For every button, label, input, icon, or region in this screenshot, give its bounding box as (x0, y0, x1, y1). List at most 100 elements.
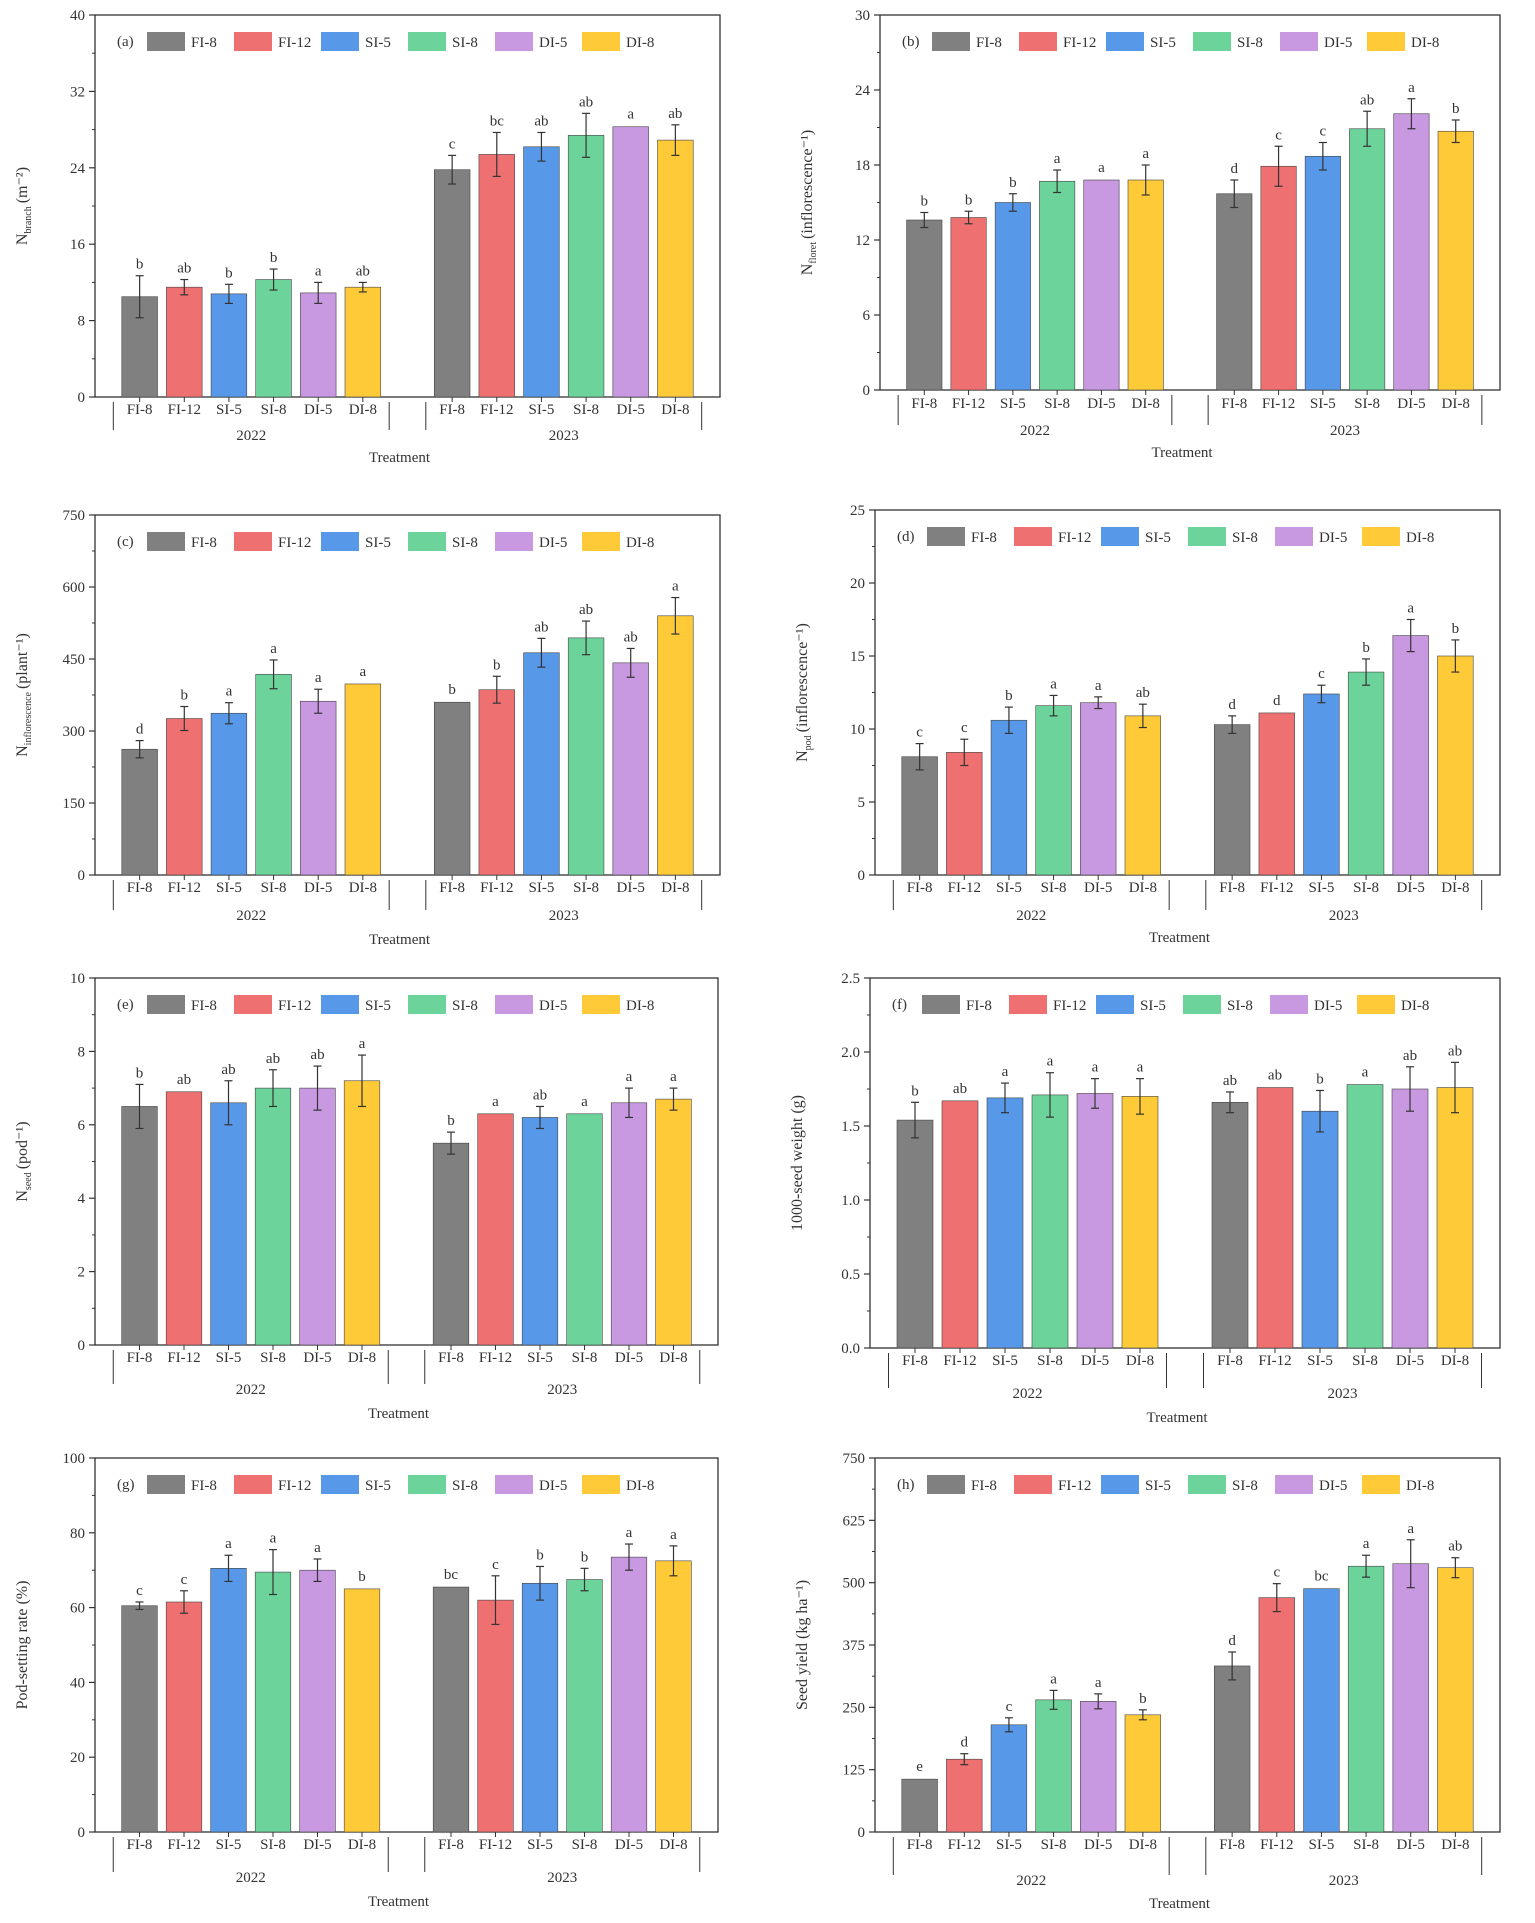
x-category-label: FI-12 (943, 1353, 976, 1369)
legend-swatch-FI-12 (1014, 527, 1052, 546)
y-tick-label: 5 (858, 795, 866, 811)
x-category-label: SI-5 (529, 880, 555, 896)
x-category-label: SI-8 (573, 402, 599, 418)
y-tick-label: 625 (843, 1513, 866, 1529)
legend-label-SI-5: SI-5 (365, 535, 391, 551)
y-tick-label: 24 (70, 161, 86, 177)
legend-label-FI-12: FI-12 (1058, 530, 1091, 546)
y-tick-label: 0.5 (841, 1267, 860, 1283)
bar-2023-SI-5 (1303, 1588, 1340, 1833)
panel-label: (e) (117, 997, 134, 1013)
legend-label-FI-8: FI-8 (191, 1478, 217, 1494)
bar-2022-DI-8 (1127, 179, 1164, 391)
x-category-label: SI-8 (572, 1837, 598, 1853)
bar-2022-SI-8 (1035, 1699, 1072, 1833)
x-category-label: FI-12 (1262, 396, 1295, 412)
x-axis-title: Treatment (1149, 930, 1211, 946)
x-category-label: SI-5 (1309, 1837, 1335, 1853)
significance-letter: a (1407, 1521, 1414, 1537)
y-tick-label: 750 (843, 1451, 866, 1467)
legend-swatch-FI-8 (922, 995, 960, 1014)
legend-swatch-DI-5 (1270, 995, 1308, 1014)
group-label-2022: 2022 (236, 1382, 266, 1398)
significance-letter: ab (1136, 685, 1150, 701)
legend-label-DI-8: DI-8 (1406, 530, 1434, 546)
legend-swatch-DI-5 (1275, 527, 1313, 546)
y-tick-label: 300 (63, 724, 86, 740)
x-category-label: DI-5 (617, 402, 645, 418)
significance-letter: d (1231, 161, 1239, 177)
legend-label-DI-5: DI-5 (1324, 35, 1352, 51)
bar-2023-FI-12 (477, 1113, 514, 1346)
x-category-label: DI-5 (1396, 1353, 1424, 1369)
significance-letter: a (670, 1069, 677, 1085)
legend-swatch-FI-8 (147, 995, 185, 1014)
bar-2022-DI-8 (343, 1588, 381, 1833)
x-category-label: FI-8 (439, 880, 465, 896)
bar-2023-DI-5 (610, 1556, 648, 1833)
y-tick-label: 500 (843, 1576, 866, 1592)
x-category-label: FI-12 (479, 1837, 512, 1853)
legend-swatch-SI-8 (408, 1475, 446, 1494)
significance-letter: bc (444, 1567, 459, 1583)
bar-2023-SI-5 (1304, 155, 1341, 391)
legend-swatch-FI-12 (234, 532, 272, 551)
legend-label-DI-8: DI-8 (626, 998, 654, 1014)
legend-label-SI-8: SI-8 (1237, 35, 1263, 51)
significance-letter: a (1050, 676, 1057, 692)
significance-letter: b (921, 194, 929, 210)
legend-label-FI-8: FI-8 (191, 35, 217, 51)
y-tick-label: 10 (70, 971, 85, 987)
significance-letter: ab (534, 113, 548, 129)
bar-2022-SI-8 (255, 279, 292, 398)
y-tick-label: 100 (63, 1451, 86, 1467)
y-tick-label: 18 (855, 158, 870, 174)
significance-letter: a (581, 1094, 588, 1110)
legend-swatch-FI-12 (234, 32, 272, 51)
chart-panel-c: 0 150 300 450 600 750 Ninflorescence(plant⁻¹) (… (14, 508, 721, 948)
bar-2022-SI-8 (1031, 1094, 1069, 1349)
x-category-label: FI-12 (1258, 1353, 1291, 1369)
bar-2022-DI-5 (300, 292, 337, 398)
legend-label-SI-8: SI-8 (452, 35, 478, 51)
bar-2022-FI-12 (946, 752, 983, 876)
significance-letter: ab (1223, 1073, 1237, 1089)
significance-letter: ab (1448, 1539, 1462, 1555)
y-tick-label: 375 (843, 1638, 866, 1654)
significance-letter: a (360, 664, 367, 680)
bar-2022-SI-8 (1039, 180, 1076, 391)
y-tick-label: 450 (63, 652, 86, 668)
bar-2022-DI-8 (1121, 1096, 1159, 1349)
y-tick-label: 1.5 (841, 1119, 860, 1135)
significance-letter: c (1275, 127, 1282, 143)
significance-letter: a (492, 1094, 499, 1110)
bar-2023-SI-5 (1303, 693, 1340, 876)
bar-2022-FI-8 (121, 748, 158, 876)
y-tick-label: 2.5 (841, 971, 860, 987)
x-category-label: DI-8 (349, 402, 377, 418)
x-category-label: SI-5 (1307, 1353, 1333, 1369)
significance-letter: e (916, 1759, 923, 1775)
significance-letter: ab (668, 106, 682, 122)
x-category-label: SI-5 (216, 1350, 242, 1366)
significance-letter: ab (310, 1047, 324, 1063)
panel-label: (a) (117, 34, 134, 50)
x-category-label: FI-8 (1219, 1837, 1245, 1853)
x-category-label: DI-5 (1397, 396, 1425, 412)
x-category-label: FI-12 (167, 1350, 200, 1366)
x-category-label: SI-8 (572, 1350, 598, 1366)
significance-letter: ab (953, 1081, 967, 1097)
significance-letter: a (1050, 1671, 1057, 1687)
legend-label-SI-5: SI-5 (365, 1478, 391, 1494)
significance-letter: c (961, 720, 968, 736)
legend-swatch-SI-8 (1188, 1475, 1226, 1494)
bar-2022-FI-12 (165, 1091, 203, 1346)
bar-2023-DI-8 (655, 1560, 692, 1833)
group-label-2023: 2023 (549, 908, 579, 924)
bar-2023-FI-8 (433, 701, 471, 876)
x-category-label: DI-8 (349, 880, 377, 896)
x-category-label: DI-8 (1441, 1837, 1469, 1853)
legend-label-SI-8: SI-8 (452, 998, 478, 1014)
significance-letter: ab (624, 629, 638, 645)
legend-label-SI-8: SI-8 (452, 1478, 478, 1494)
